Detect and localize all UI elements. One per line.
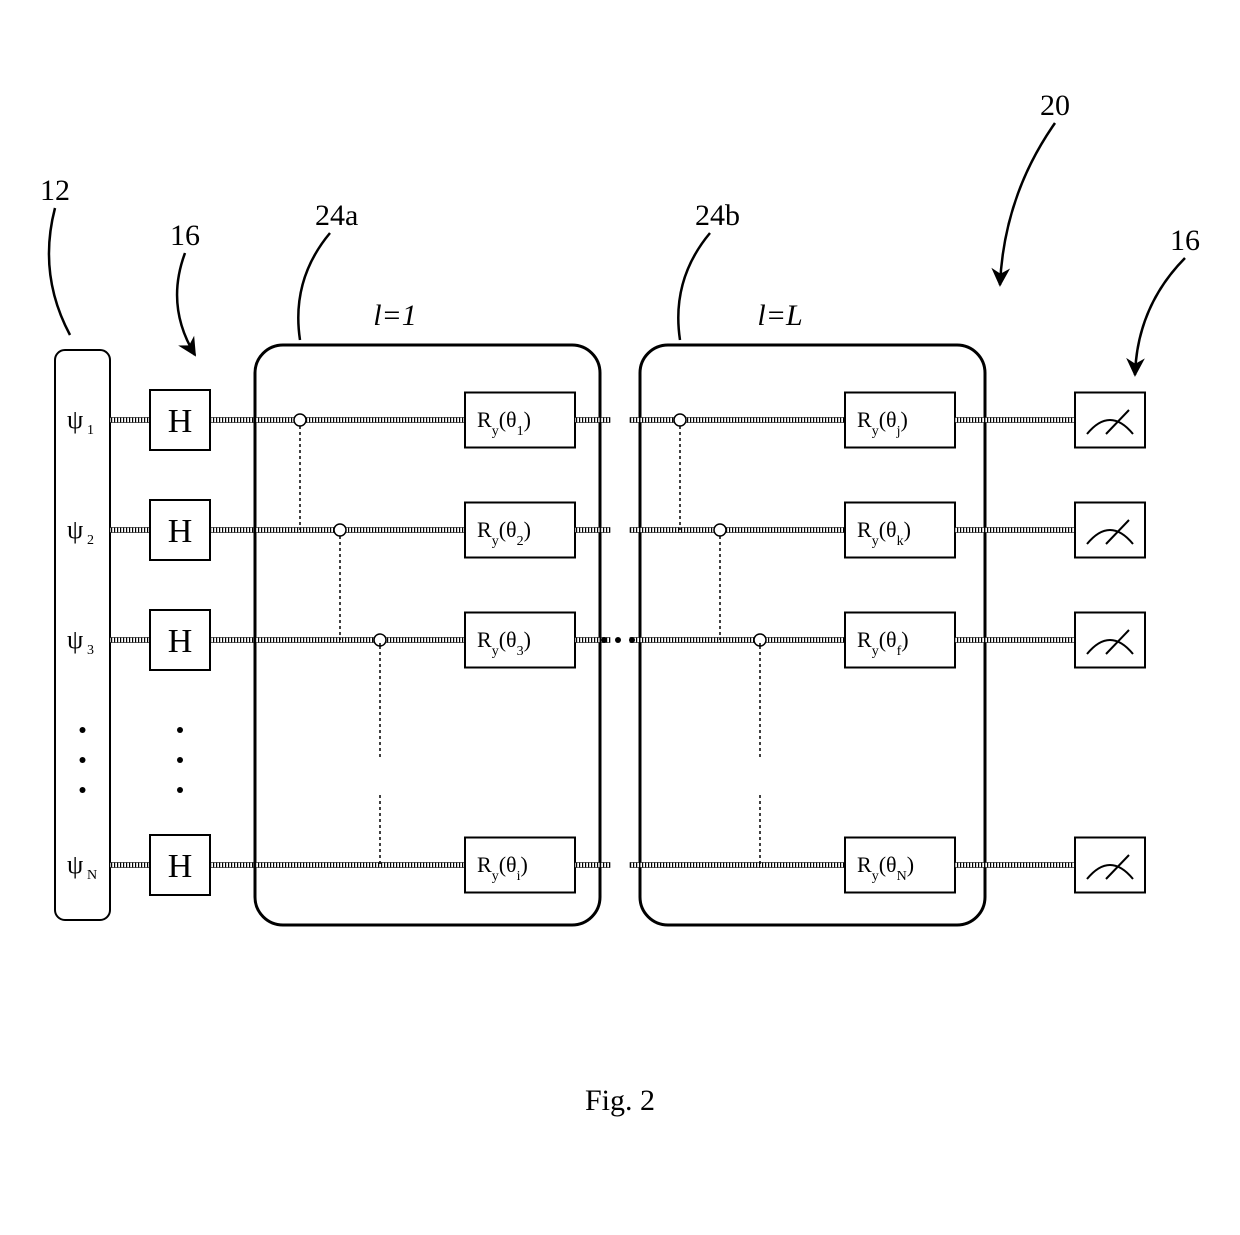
hadamard-label-1: H [168,513,193,550]
wire-AB-stubR-3 [630,863,640,868]
hadamard-label-0: H [168,403,193,440]
wire-AB-stubR-1 [630,528,640,533]
wire-A-post-3 [575,863,600,868]
ref-label-20: 20 [1040,89,1070,122]
h-vdots [177,727,183,733]
wire-A-pre-3 [255,863,465,868]
wire-B-meas-1 [985,528,1075,533]
ref-label-16a: 16 [170,219,200,252]
hadamard-label-3: H [168,848,193,885]
wire-A-pre-1 [255,528,465,533]
wire-B-pre-1 [640,528,845,533]
wire-B-meas-3 [985,863,1075,868]
control-dot-B-1 [714,524,726,536]
figure-caption: Fig. 2 [585,1084,655,1117]
wire-B-post-3 [955,863,985,868]
h-vdots [177,787,183,793]
control-dot-A-1 [334,524,346,536]
wire-A-pre-2 [255,638,465,643]
control-dot-A-0 [294,414,306,426]
psi-sub-0: 1 [87,423,94,438]
wire-AB-stubL-1 [600,528,610,533]
psi-label-0: ψ [67,405,83,434]
wire-B-post-0 [955,418,985,423]
wire-AB-stubL-0 [600,418,610,423]
wire-AB-stubR-0 [630,418,640,423]
wire-h-blockA-2 [210,638,255,643]
wire-psi-h-1 [110,528,150,533]
psi-label-1: ψ [67,515,83,544]
psi-sub-3: N [87,868,97,883]
between-hdots [615,637,621,643]
wire-B-pre-0 [640,418,845,423]
wire-B-meas-0 [985,418,1075,423]
wire-A-pre-0 [255,418,465,423]
wire-psi-h-0 [110,418,150,423]
wire-h-blockA-1 [210,528,255,533]
psi-sub-2: 3 [87,643,94,658]
layer-label-B: l=L [757,299,802,332]
h-vdots [177,757,183,763]
ref-label-24b: 24b [695,199,740,232]
wire-psi-h-3 [110,863,150,868]
wire-B-pre-3 [640,863,845,868]
wire-B-post-2 [955,638,985,643]
between-hdots [629,637,635,643]
psi-vdots [80,757,86,763]
wire-A-post-2 [575,638,600,643]
control-dot-B-0 [674,414,686,426]
wire-B-pre-2 [640,638,845,643]
wire-B-meas-2 [985,638,1075,643]
wire-A-post-0 [575,418,600,423]
layer-label-A: l=1 [373,299,417,332]
psi-label-3: ψ [67,850,83,879]
psi-label-2: ψ [67,625,83,654]
ref-label-12: 12 [40,174,70,207]
psi-sub-1: 2 [87,533,94,548]
psi-vdots [80,787,86,793]
ref-label-24a: 24a [315,199,358,232]
wire-B-post-1 [955,528,985,533]
wire-AB-stubL-3 [600,863,610,868]
wire-A-post-1 [575,528,600,533]
wire-h-blockA-0 [210,418,255,423]
ref-label-16b: 16 [1170,224,1200,257]
wire-psi-h-2 [110,638,150,643]
hadamard-label-2: H [168,623,193,660]
psi-vdots [80,727,86,733]
wire-h-blockA-3 [210,863,255,868]
between-hdots [601,637,607,643]
